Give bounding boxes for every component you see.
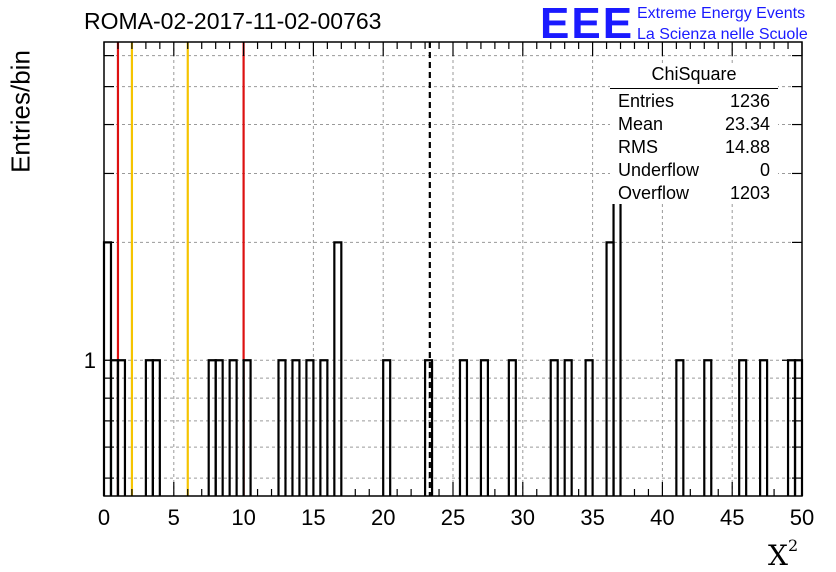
x-tick-label: 0	[98, 505, 110, 530]
eee-logo-mark: EEE	[540, 0, 635, 48]
axis-tick-labels: 0 5 10 15 20 25 30 35 40 45 50 1	[84, 348, 814, 530]
stats-value: 14.88	[724, 137, 770, 157]
stats-key: Entries	[618, 91, 675, 111]
stats-key: Underflow	[618, 160, 700, 180]
eee-logo: EEE Extreme Energy Events La Scienza nel…	[540, 2, 836, 48]
histogram-bar	[584, 359, 594, 496]
stats-value: 23.34	[724, 114, 770, 134]
x-tick-label: 10	[231, 505, 255, 530]
histogram-bar	[333, 241, 343, 496]
histogram-bar	[549, 359, 559, 496]
histogram-bars	[102, 172, 804, 496]
histogram-bar	[214, 359, 224, 496]
stats-row-mean: Mean 23.34	[610, 112, 778, 135]
x-tick-label: 25	[441, 505, 465, 530]
histogram-bar	[228, 359, 238, 496]
histogram-bar	[319, 359, 329, 496]
histogram-bar	[151, 359, 161, 496]
histogram-bar	[277, 359, 287, 496]
histogram-bar	[738, 359, 748, 496]
y-axis-label: Entries/bin	[5, 50, 36, 173]
histogram-bar	[612, 172, 622, 496]
stats-row-underflow: Underflow 0	[610, 158, 778, 181]
stats-row-rms: RMS 14.88	[610, 135, 778, 158]
histogram-bar	[423, 359, 434, 496]
eee-logo-line1: Extreme Energy Events	[637, 5, 806, 22]
histogram-bar	[116, 359, 127, 496]
axis-ticks	[103, 42, 803, 496]
x-tick-label: 5	[168, 505, 180, 530]
chart-title: ROMA-02-2017-11-02-00763	[84, 8, 382, 34]
histogram-bar	[382, 359, 392, 496]
x-tick-label: 30	[511, 505, 535, 530]
x-tick-label: 45	[720, 505, 744, 530]
x-tick-label: 50	[790, 505, 814, 530]
histogram-bar	[479, 359, 489, 496]
x-axis-label-base: X	[768, 539, 788, 572]
eee-logo-line2: La Scienza nelle Scuole	[637, 26, 808, 43]
stats-row-overflow: Overflow 1203	[610, 181, 778, 204]
y-tick-label: 1	[84, 348, 96, 373]
statistics-box: ChiSquare Entries 1236 Mean 23.34 RMS 14.88…	[610, 64, 778, 204]
histogram-bar	[563, 359, 573, 496]
x-tick-label: 15	[301, 505, 325, 530]
x-axis-label: X2	[768, 536, 798, 572]
x-tick-label: 35	[580, 505, 604, 530]
histogram-bar	[242, 359, 252, 496]
stats-key: RMS	[618, 137, 658, 157]
stats-value: 0	[759, 160, 770, 180]
histogram-bar	[305, 359, 315, 496]
histogram-bar	[703, 359, 713, 496]
x-tick-label: 20	[371, 505, 395, 530]
stats-key: Overflow	[618, 183, 690, 203]
x-axis-label-superscript: 2	[787, 536, 799, 555]
stats-value: 1236	[729, 91, 770, 111]
histogram-bar	[291, 359, 301, 496]
histogram-bar	[759, 359, 769, 496]
histogram-bar	[793, 359, 804, 496]
histogram-bar	[675, 359, 685, 496]
statistics-box-title: ChiSquare	[610, 64, 778, 89]
x-tick-label: 40	[650, 505, 674, 530]
stats-row-entries: Entries 1236	[610, 89, 778, 112]
histogram-bar	[458, 359, 469, 496]
histogram-bar	[507, 359, 517, 496]
stats-key: Mean	[618, 114, 664, 134]
stats-value: 1203	[729, 183, 770, 203]
